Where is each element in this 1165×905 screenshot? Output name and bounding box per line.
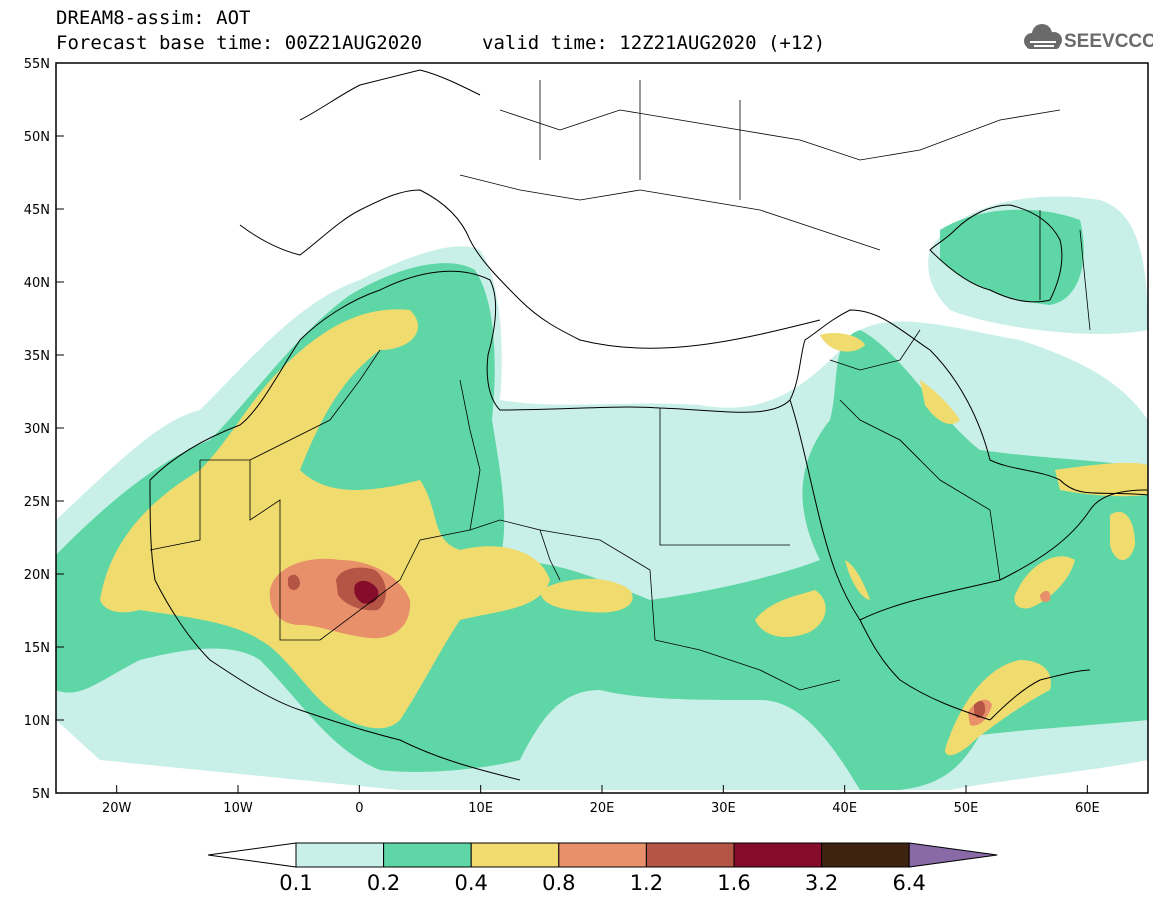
- aot-level-0.4: [100, 309, 1148, 756]
- lon-tick-label: 60E: [1075, 801, 1100, 816]
- aot-level-1.6: [354, 580, 379, 604]
- colorbar-label: 0.8: [542, 871, 575, 895]
- lat-tick-label: 40N: [24, 276, 50, 291]
- colorbar-under-triangle: [207, 842, 297, 868]
- colorbar-box: [645, 842, 735, 868]
- colorbar-labels: 0.1 0.2 0.4 0.8 1.2 1.6 3.2 6.4: [279, 871, 926, 895]
- valid-time: valid time: 12Z21AUG2020 (+12): [482, 32, 826, 54]
- colorbar-box: [383, 842, 472, 868]
- colorbar-box: [295, 842, 385, 868]
- colorbar-label: 1.2: [630, 871, 663, 895]
- colorbar-box: [558, 842, 647, 868]
- colorbar-label: 0.2: [367, 871, 400, 895]
- colorbar-label: 1.6: [717, 871, 750, 895]
- forecast-time-line: Forecast base time: 00Z21AUG2020 valid ti…: [56, 32, 825, 54]
- axis-ticks: 20W 10W 0 10E 20E 30E 40E 50E 60E 55N 50N 45N 40N 35N…: [24, 57, 1100, 816]
- seevccc-logo: SEEVCCC: [1024, 24, 1153, 52]
- lat-tick-label: 20N: [24, 568, 50, 583]
- colorbar-boxes: [207, 842, 998, 868]
- lat-tick-label: 30N: [24, 422, 50, 437]
- lat-tick-label: 10N: [24, 714, 50, 729]
- logo-text: SEEVCCC: [1064, 31, 1153, 52]
- colorbar-box: [470, 842, 560, 868]
- lon-tick-label: 30E: [711, 801, 736, 816]
- lat-tick-label: 50N: [24, 130, 50, 145]
- colorbar-label: 6.4: [892, 871, 925, 895]
- cloud-logo-icon: [1024, 24, 1062, 49]
- lon-tick-label: 10W: [223, 801, 253, 816]
- lat-tick-label: 55N: [24, 57, 50, 72]
- colorbar-over-triangle: [908, 842, 998, 868]
- lat-tick-label: 5N: [32, 787, 50, 802]
- lon-tick-label: 40E: [832, 801, 857, 816]
- colorbar-label: 0.1: [279, 871, 312, 895]
- lon-tick-label: 50E: [954, 801, 979, 816]
- lon-tick-label: 0: [355, 801, 363, 816]
- map-title: DREAM8-assim: AOT: [56, 7, 251, 29]
- lat-tick-label: 35N: [24, 349, 50, 364]
- lon-tick-label: 10E: [468, 801, 493, 816]
- colorbar-box: [733, 842, 823, 868]
- lon-tick-label: 20W: [102, 801, 132, 816]
- forecast-base-time: Forecast base time: 00Z21AUG2020: [56, 32, 423, 54]
- lat-tick-label: 15N: [24, 641, 50, 656]
- colorbar-label: 3.2: [805, 871, 838, 895]
- coastlines: [149, 69, 1148, 781]
- colorbar-box: [821, 842, 910, 868]
- country-borders: [149, 80, 1091, 691]
- lat-tick-label: 25N: [24, 495, 50, 510]
- colorbar-label: 0.4: [454, 871, 487, 895]
- map-field: [56, 63, 1148, 793]
- lon-tick-label: 20E: [590, 801, 615, 816]
- lat-tick-label: 45N: [24, 203, 50, 218]
